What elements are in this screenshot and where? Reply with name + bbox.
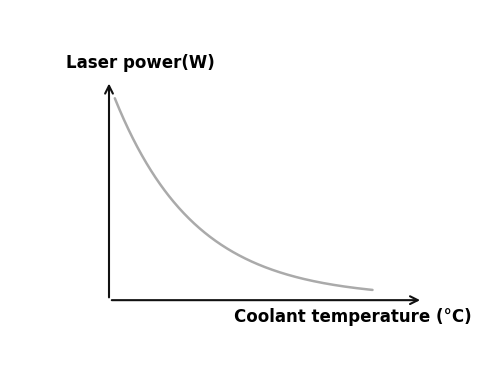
Text: Coolant temperature (°C): Coolant temperature (°C) xyxy=(234,309,472,326)
Text: Laser power(W): Laser power(W) xyxy=(66,54,215,72)
